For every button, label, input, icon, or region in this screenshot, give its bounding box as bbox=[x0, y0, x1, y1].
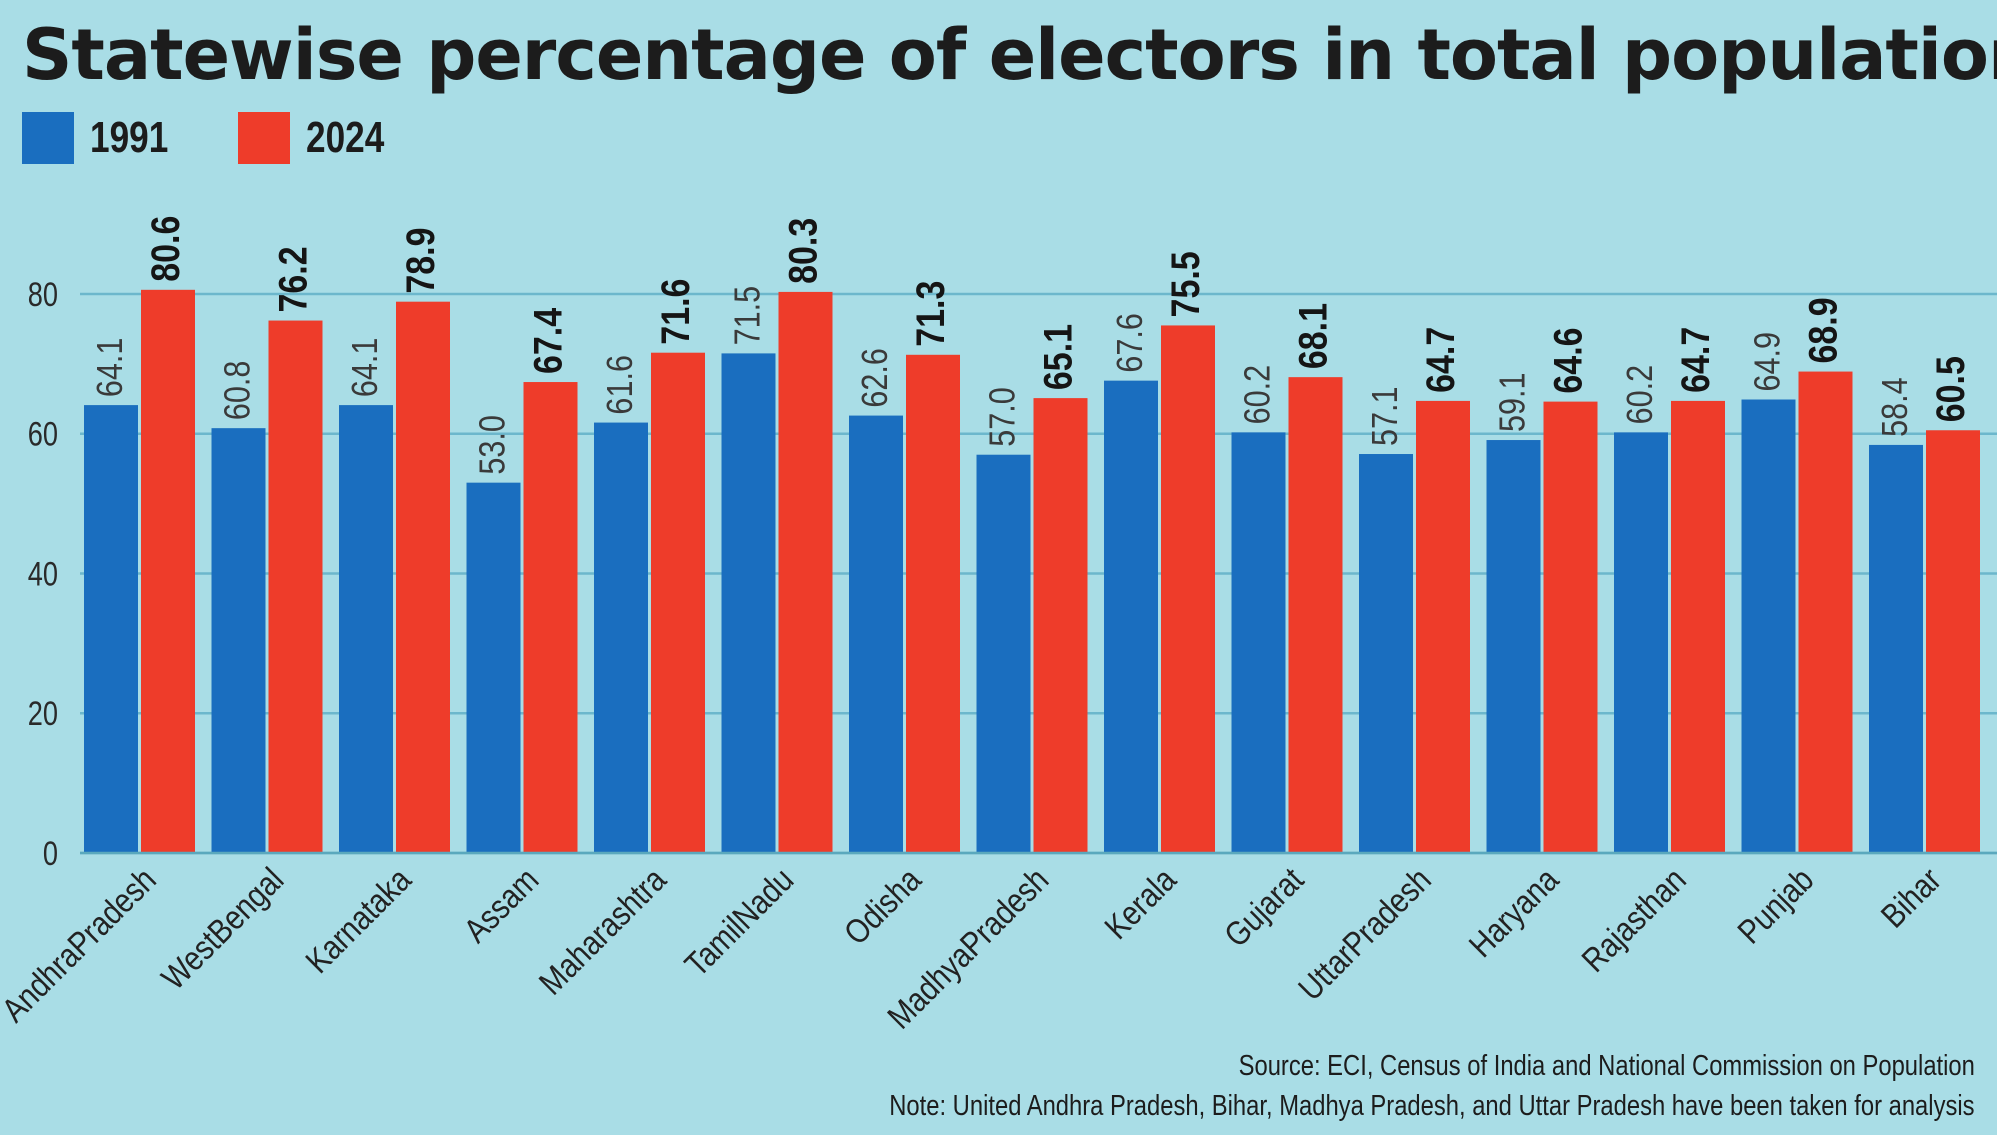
data-label-1991-WestBengal: 60.8 bbox=[218, 361, 258, 421]
data-label-1991-Odisha: 62.6 bbox=[856, 348, 896, 408]
legend: 1991 2024 bbox=[22, 112, 454, 164]
x-tick-label-Kerala: Kerala bbox=[1097, 860, 1184, 947]
bar-1991-Kerala bbox=[1104, 380, 1158, 853]
data-label-2024-MadhyaPradesh: 65.1 bbox=[1035, 324, 1080, 390]
data-label-1991-Punjab: 64.9 bbox=[1748, 332, 1788, 392]
legend-item-1991: 1991 bbox=[22, 112, 188, 164]
bar-2024-Maharashtra bbox=[651, 352, 705, 853]
data-label-2024-Assam: 67.4 bbox=[525, 308, 570, 374]
bar-2024-Gujarat bbox=[1288, 377, 1343, 853]
bar-1991-Maharashtra bbox=[594, 422, 648, 853]
bar-2024-UttarPradesh bbox=[1416, 400, 1470, 853]
data-label-2024-Punjab: 68.9 bbox=[1800, 297, 1845, 363]
x-tick-label-Odisha: Odisha bbox=[836, 860, 928, 952]
data-label-2024-Karnataka: 78.9 bbox=[397, 228, 442, 294]
bar-2024-MadhyaPradesh bbox=[1033, 398, 1088, 853]
bar-1991-Haryana bbox=[1486, 440, 1541, 853]
bar-1991-AndhraPradesh bbox=[84, 405, 138, 853]
data-label-1991-Rajasthan: 60.2 bbox=[1621, 365, 1661, 425]
legend-label-2024: 2024 bbox=[305, 113, 385, 162]
x-tick-label-Gujarat: Gujarat bbox=[1216, 860, 1311, 955]
legend-item-2024: 2024 bbox=[237, 112, 404, 164]
legend-label-1991: 1991 bbox=[90, 113, 169, 162]
x-tick-label-Assam: Assam bbox=[456, 860, 546, 950]
y-tick-label-60: 60 bbox=[28, 415, 58, 454]
y-tick-label-0: 0 bbox=[43, 834, 58, 873]
data-label-1991-Kerala: 67.6 bbox=[1111, 313, 1151, 373]
bar-2024-Haryana bbox=[1543, 401, 1598, 853]
data-label-1991-AndhraPradesh: 64.1 bbox=[91, 338, 131, 398]
bar-2024-TamilNadu bbox=[778, 291, 833, 853]
bar-1991-Assam bbox=[466, 482, 521, 853]
bar-2024-Kerala bbox=[1161, 325, 1215, 854]
data-label-2024-UttarPradesh: 64.7 bbox=[1417, 327, 1462, 393]
bar-2024-AndhraPradesh bbox=[141, 289, 195, 853]
bar-2024-WestBengal bbox=[268, 320, 323, 853]
y-tick-label-20: 20 bbox=[28, 694, 58, 733]
data-label-2024-AndhraPradesh: 80.6 bbox=[142, 216, 187, 282]
x-tick-label-Karnataka: Karnataka bbox=[298, 860, 419, 981]
y-tick-label-40: 40 bbox=[28, 555, 58, 594]
analysis-note: Note: United Andhra Pradesh, Bihar, Madh… bbox=[889, 1090, 1975, 1122]
bar-1991-UttarPradesh bbox=[1359, 454, 1413, 853]
y-tick-label-80: 80 bbox=[28, 275, 58, 314]
data-label-1991-Gujarat: 60.2 bbox=[1238, 365, 1278, 425]
x-tick-label-Rajasthan: Rajasthan bbox=[1574, 860, 1693, 979]
bar-2024-Karnataka bbox=[396, 301, 450, 853]
data-label-2024-Gujarat: 68.1 bbox=[1290, 303, 1335, 369]
bar-2024-Rajasthan bbox=[1671, 400, 1725, 853]
x-tick-label-TamilNadu: TamilNadu bbox=[677, 860, 801, 984]
bar-1991-Rajasthan bbox=[1614, 432, 1668, 853]
data-label-2024-WestBengal: 76.2 bbox=[270, 246, 315, 312]
data-label-2024-Haryana: 64.6 bbox=[1545, 327, 1590, 393]
data-label-2024-TamilNadu: 80.3 bbox=[780, 218, 825, 284]
bar-2024-Odisha bbox=[906, 354, 960, 853]
data-label-1991-Karnataka: 64.1 bbox=[346, 338, 386, 398]
data-label-2024-Bihar: 60.5 bbox=[1927, 356, 1972, 422]
data-label-1991-Assam: 53.0 bbox=[473, 415, 513, 475]
data-label-1991-TamilNadu: 71.5 bbox=[728, 286, 768, 346]
chart-title: Statewise percentage of electors in tota… bbox=[22, 14, 1997, 96]
bar-2024-Assam bbox=[523, 382, 578, 853]
data-label-2024-Kerala: 75.5 bbox=[1162, 251, 1207, 317]
data-label-2024-Rajasthan: 64.7 bbox=[1672, 327, 1717, 393]
data-label-1991-Bihar: 58.4 bbox=[1876, 377, 1916, 437]
source-note: Source: ECI, Census of India and Nationa… bbox=[1238, 1050, 1975, 1082]
bar-2024-Bihar bbox=[1926, 430, 1980, 853]
legend-swatch-1991 bbox=[22, 112, 74, 164]
x-tick-label-Maharashtra: Maharashtra bbox=[531, 860, 673, 1002]
bar-1991-Punjab bbox=[1741, 399, 1796, 853]
legend-swatch-2024 bbox=[237, 112, 290, 164]
bar-1991-WestBengal bbox=[211, 428, 266, 853]
bar-1991-MadhyaPradesh bbox=[976, 454, 1031, 853]
data-label-2024-Maharashtra: 71.6 bbox=[652, 279, 697, 345]
data-label-1991-MadhyaPradesh: 57.0 bbox=[983, 387, 1023, 447]
x-tick-label-UttarPradesh: UttarPradesh bbox=[1291, 860, 1439, 1008]
x-tick-label-AndhraPradesh: AndhraPradesh bbox=[0, 860, 163, 1029]
x-tick-label-Bihar: Bihar bbox=[1873, 860, 1948, 935]
bar-2024-Punjab bbox=[1798, 371, 1853, 853]
bar-1991-Gujarat bbox=[1231, 432, 1286, 853]
bar-1991-Odisha bbox=[849, 415, 903, 853]
x-tick-label-Punjab: Punjab bbox=[1730, 860, 1821, 951]
data-label-1991-UttarPradesh: 57.1 bbox=[1366, 386, 1406, 446]
bar-1991-Karnataka bbox=[339, 405, 393, 853]
bar-1991-Bihar bbox=[1869, 444, 1923, 853]
bar-1991-TamilNadu bbox=[721, 353, 776, 853]
data-label-1991-Haryana: 59.1 bbox=[1493, 373, 1533, 433]
data-label-2024-Odisha: 71.3 bbox=[907, 281, 952, 347]
x-tick-label-WestBengal: WestBengal bbox=[154, 860, 291, 997]
data-label-1991-Maharashtra: 61.6 bbox=[601, 355, 641, 415]
x-tick-label-Haryana: Haryana bbox=[1461, 860, 1566, 965]
